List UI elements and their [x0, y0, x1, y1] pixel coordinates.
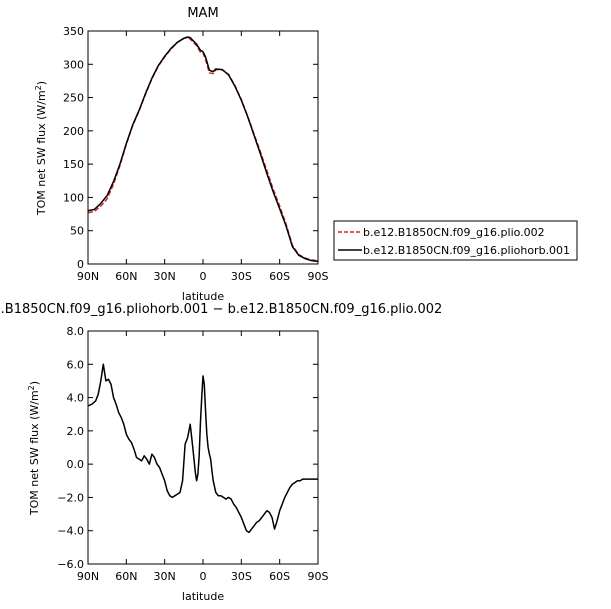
bottom-y-tick-label-7: 8.0	[67, 325, 85, 338]
legend-label-pliohorb: b.e12.B1850CN.f09_g16.pliohorb.001	[363, 244, 570, 257]
bottom-y-tick-label-3: 0.0	[67, 458, 85, 471]
top-panel-title: MAM	[187, 6, 218, 21]
bottom-y-axis-label-main: TOM net SW flux (W/m	[28, 390, 41, 516]
top-panel: MAM 90N 60N 30N 0 30S 60S 90S 0 50 100 150 200 250 3…	[34, 6, 329, 303]
bottom-y-tick-label-6: 6.0	[67, 358, 85, 371]
bottom-x-tick-label-2: 30N	[154, 570, 176, 583]
bottom-y-tick-label-4: 2.0	[67, 425, 85, 438]
bottom-x-tick-label-3: 0	[200, 570, 207, 583]
top-y-axis-label-close: )	[35, 81, 48, 85]
top-y-axis-label-main: TOM net SW flux (W/m	[35, 90, 48, 216]
bottom-x-axis-label: latitude	[182, 590, 224, 603]
top-y-axis-label: TOM net SW flux (W/m2)	[34, 81, 48, 216]
top-series-group	[87, 36, 319, 263]
bottom-x-tick-label-5: 60S	[269, 570, 290, 583]
top-y-tick-label-4: 200	[63, 125, 84, 138]
bottom-y-ticks: −6.0 −4.0 −2.0 0.0 2.0 4.0 6.0 8.0	[57, 325, 318, 571]
bottom-series-line-0	[87, 363, 318, 534]
top-y-axis-label-sup: 2	[34, 85, 43, 90]
top-x-tick-label-1: 60N	[115, 270, 137, 283]
bottom-y-axis-label: TOM net SW flux (W/m2)	[27, 381, 41, 516]
legend-label-plio: b.e12.B1850CN.f09_g16.plio.002	[363, 226, 545, 239]
top-x-axis-label: latitude	[182, 290, 224, 303]
legend: b.e12.B1850CN.f09_g16.plio.002 b.e12.B18…	[333, 220, 578, 261]
bottom-panel: b.e12.B1850CN.f09_g16.pliohorb.001 − b.e…	[0, 302, 442, 603]
bottom-plot-frame	[87, 330, 319, 565]
bottom-series-group	[87, 363, 318, 534]
bottom-y-tick-label-1: −4.0	[57, 525, 84, 538]
top-x-tick-label-5: 60S	[269, 270, 290, 283]
top-y-ticks: 0 50 100 150 200 250 300 350	[63, 25, 318, 271]
top-x-tick-label-3: 0	[200, 270, 207, 283]
top-y-tick-label-2: 100	[63, 191, 84, 204]
top-y-tick-label-3: 150	[63, 158, 84, 171]
top-series-line-0	[87, 36, 319, 262]
top-x-tick-label-2: 30N	[154, 270, 176, 283]
bottom-y-tick-label-0: −6.0	[57, 558, 84, 571]
top-y-tick-label-0: 0	[77, 258, 84, 271]
top-x-ticks: 90N 60N 30N 0 30S 60S 90S	[77, 31, 329, 283]
top-x-tick-label-4: 30S	[231, 270, 252, 283]
bottom-y-axis-label-sup: 2	[27, 385, 36, 390]
top-series-line-1	[87, 36, 319, 263]
bottom-x-tick-label-6: 90S	[308, 570, 329, 583]
bottom-y-tick-label-5: 4.0	[67, 392, 85, 405]
top-plot-frame	[87, 30, 319, 265]
top-y-tick-label-6: 300	[63, 58, 84, 71]
legend-box	[333, 220, 578, 261]
top-y-tick-label-5: 250	[63, 92, 84, 105]
bottom-x-ticks: 90N 60N 30N 0 30S 60S 90S	[77, 331, 329, 583]
bottom-x-tick-label-0: 90N	[77, 570, 99, 583]
bottom-x-tick-label-4: 30S	[231, 570, 252, 583]
top-x-tick-label-6: 90S	[308, 270, 329, 283]
top-y-tick-label-1: 50	[70, 225, 84, 238]
top-x-tick-label-0: 90N	[77, 270, 99, 283]
bottom-y-tick-label-2: −2.0	[57, 491, 84, 504]
bottom-panel-title: b.e12.B1850CN.f09_g16.pliohorb.001 − b.e…	[0, 302, 442, 317]
bottom-x-tick-label-1: 60N	[115, 570, 137, 583]
bottom-y-axis-label-close: )	[28, 381, 41, 385]
top-y-tick-label-7: 350	[63, 25, 84, 38]
